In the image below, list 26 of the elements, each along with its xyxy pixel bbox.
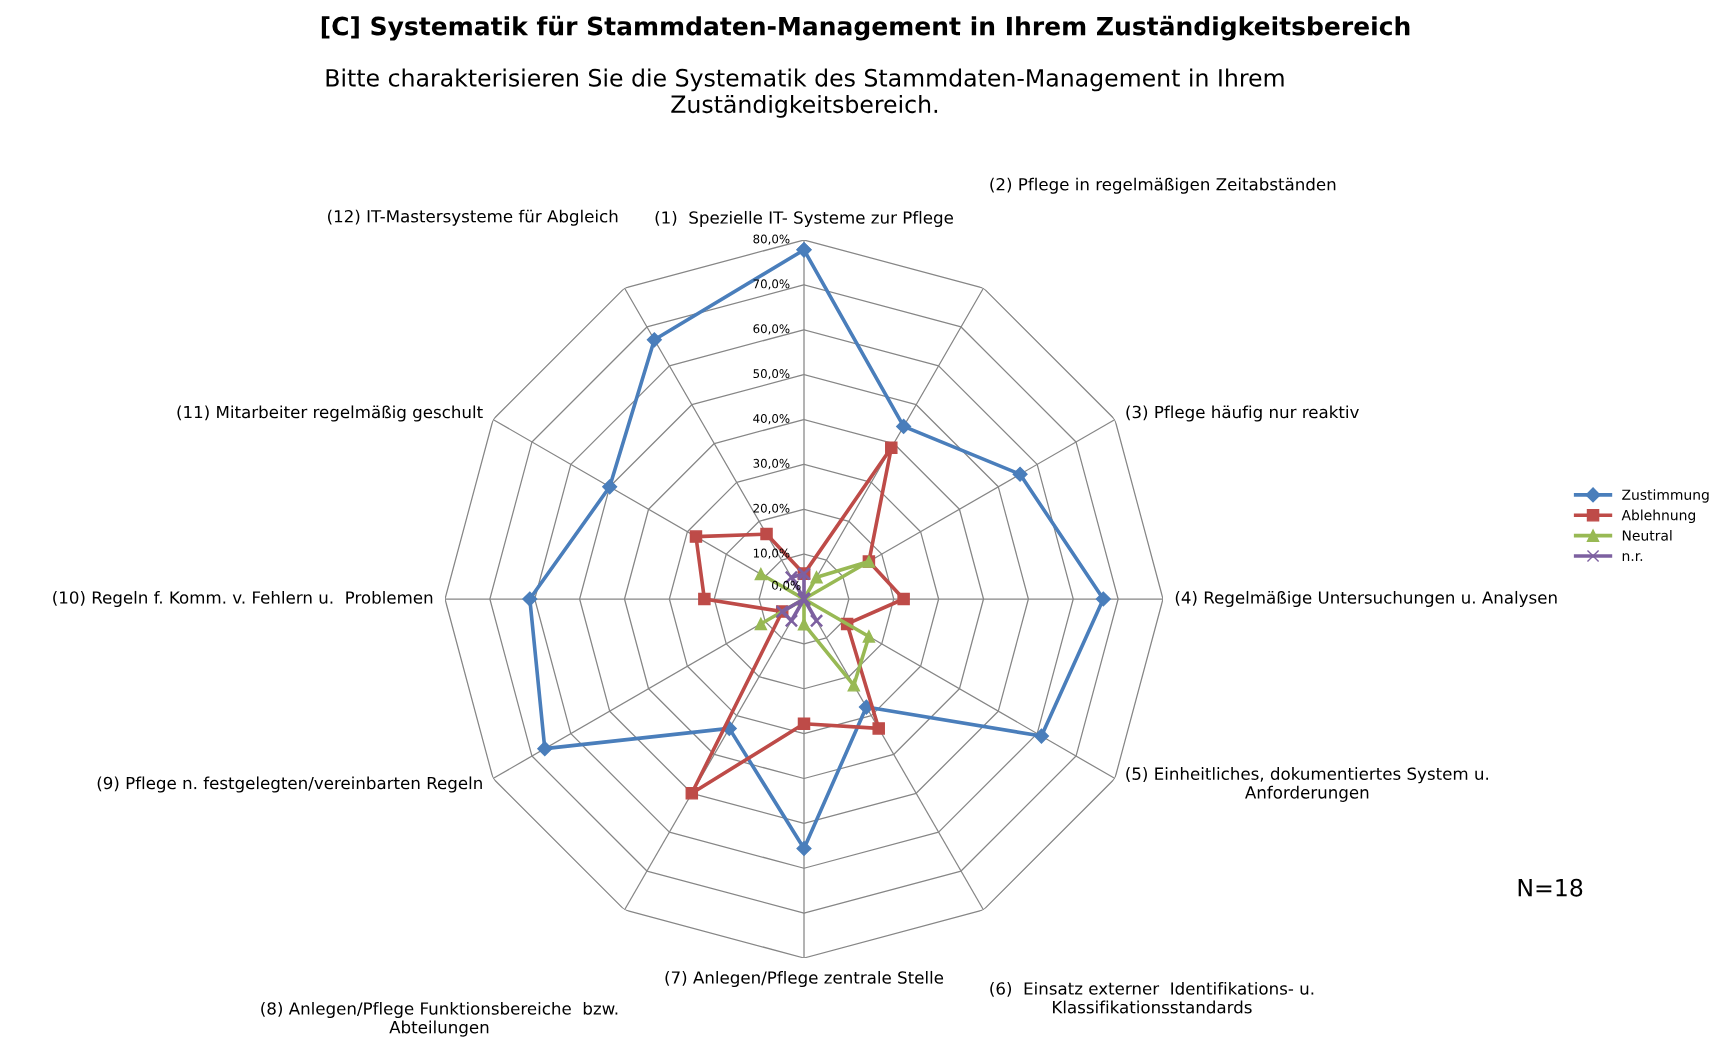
y-tick-label: 20,0% (753, 503, 790, 514)
legend-label: Neutral (1622, 529, 1672, 541)
spoke-label: (1) Spezielle IT- Systeme zur Pflege (655, 210, 953, 228)
legend-label: n.r. (1622, 553, 1643, 561)
spoke-label: (3) Pflege häufig nur reaktiv (1126, 405, 1359, 422)
y-tick-label: 30,0% (753, 458, 790, 470)
chart-subtitle: Bitte charakterisieren Sie die Systematik des Stammdaten-Management in Ihrem Zuständigkeitsbereich. (326, 68, 1284, 118)
legend-label: Zustimmung (1622, 489, 1709, 503)
legend-label: Ablehnung (1621, 509, 1695, 524)
text: N=18 (1518, 878, 1583, 897)
chart-title: [C] Systematik für Stammdaten-Management in Ihrem Zuständigkeitsbereich (321, 15, 1410, 41)
spoke-label: (6) Einsatz externer Identifikations- u. Klassifikationsstandards (990, 981, 1314, 1014)
y-tick-label: 70,0% (753, 279, 790, 290)
y-tick-label: 80,0% (753, 234, 790, 245)
spoke-label: (11) Mitarbeiter regelmäßig geschult (177, 405, 483, 422)
spoke-label: (4) Regelmäßige Untersuchungen u. Analysen (1175, 590, 1557, 608)
spoke-label: (10) Regeln f. Komm. v. Fehlern u. Problemen (53, 590, 433, 608)
spoke-label: (8) Anlegen/Pflege Funktionsbereiche bzw. Abteilungen (261, 1001, 618, 1037)
spoke-label: (5) Einheitliches, dokumentiertes System u. Anforderungen (1126, 767, 1488, 802)
y-tick-label: 40,0% (753, 414, 790, 425)
spoke-label: (2) Pflege in regelmäßigen Zeitabständen (990, 177, 1336, 194)
spoke-label: (9) Pflege n. festgelegten/vereinbarten Regeln (97, 776, 482, 793)
spoke-label: (12) IT-Mastersysteme für Abgleich (328, 209, 618, 226)
spoke-label: (7) Anlegen/Pflege zentrale Stelle (665, 970, 944, 988)
y-tick-label: 60,0% (753, 324, 790, 335)
y-tick-label: 50,0% (753, 369, 790, 380)
